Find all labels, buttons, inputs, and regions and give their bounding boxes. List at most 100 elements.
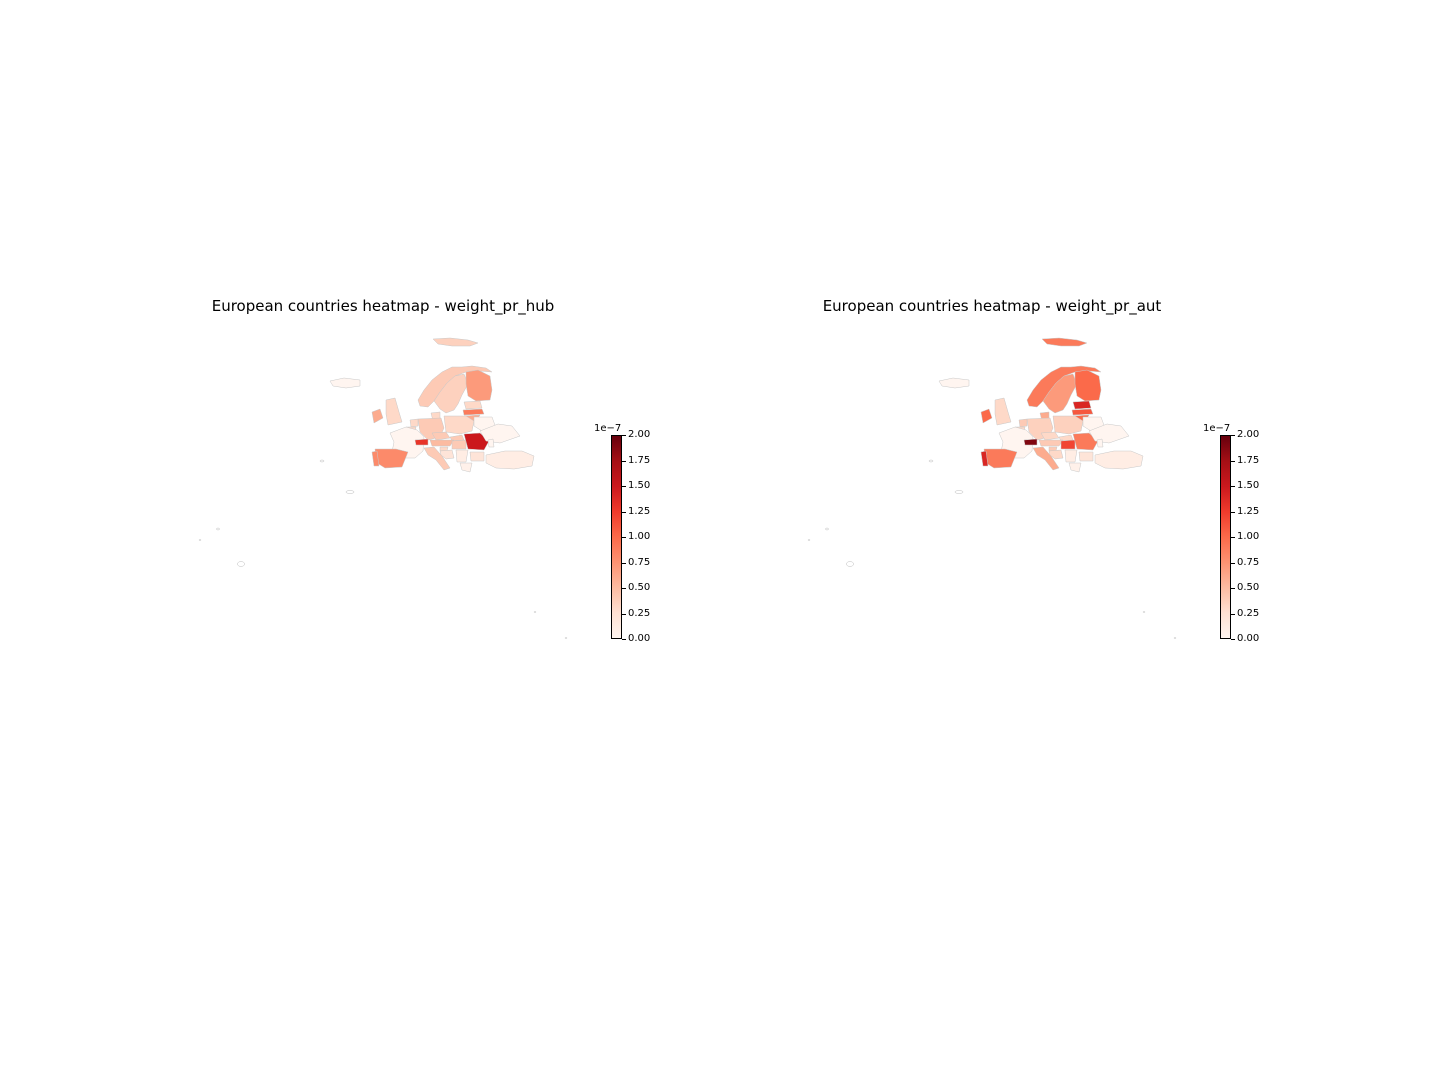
colorbar-tick-label: 0.25 [1237, 608, 1260, 619]
country-czechia [1040, 431, 1060, 441]
colorbar-tickmark [1231, 435, 1235, 436]
country-sweden [1042, 373, 1078, 414]
country-romania [1072, 432, 1099, 451]
colorbar-exponent: 1e−7 [594, 423, 622, 434]
country-switzerland [414, 438, 429, 446]
country-latvia [1071, 408, 1094, 416]
colorbar-tickmark [1231, 639, 1235, 640]
colorbar-tick-label: 0.25 [628, 608, 651, 619]
island-outline [1173, 637, 1177, 639]
colorbar-tick-label: 1.00 [628, 531, 651, 542]
colorbar-tickmark [622, 435, 626, 436]
island-outline [345, 490, 355, 494]
country-spain [374, 448, 409, 469]
country-switzerland [1023, 438, 1038, 446]
country-greece [1068, 462, 1082, 473]
colorbar-tick-label: 1.50 [628, 480, 651, 491]
colorbar [611, 435, 622, 639]
colorbar-tick-label: 2.00 [628, 429, 651, 440]
colorbar-tickmark [1231, 486, 1235, 487]
colorbar-tickmark [622, 486, 626, 487]
colorbar-tick-label: 1.00 [1237, 531, 1260, 542]
colorbar-tickmark [622, 461, 626, 462]
country-finland [465, 369, 493, 402]
colorbar-tickmark [1231, 614, 1235, 615]
country-italy [423, 446, 451, 471]
country-sweden [433, 373, 469, 414]
colorbar-tick-label: 1.25 [628, 506, 651, 517]
country-czechia [431, 431, 451, 441]
country-norway [1026, 365, 1102, 408]
country-latvia [462, 408, 485, 416]
island-outline [216, 527, 220, 531]
island-outline [825, 527, 829, 531]
colorbar-tickmark [622, 563, 626, 564]
country-italy [1032, 446, 1060, 471]
country-poland [1052, 415, 1084, 435]
island-outline [846, 561, 854, 567]
colorbar-tick-label: 1.50 [1237, 480, 1260, 491]
country-united-kingdom [994, 397, 1012, 426]
map-panel-hub: European countries heatmap - weight_pr_h… [198, 297, 651, 644]
island-outline [319, 459, 325, 463]
colorbar-tick-label: 0.50 [1237, 582, 1260, 593]
colorbar-tick-label: 0.00 [1237, 633, 1260, 644]
island-outline [564, 637, 568, 639]
island-outline [954, 490, 964, 494]
colorbar-tickmark [1231, 563, 1235, 564]
colorbar-tick-label: 1.75 [628, 455, 651, 466]
country-iceland [938, 377, 970, 389]
country-portugal [980, 450, 989, 467]
colorbar-tickmark [1231, 588, 1235, 589]
island-outline [1142, 611, 1146, 613]
island-outline [198, 539, 202, 541]
map-title: European countries heatmap - weight_pr_h… [211, 297, 555, 315]
country-romania [463, 432, 490, 451]
country-ireland [371, 408, 384, 424]
colorbar-tickmark [622, 639, 626, 640]
country-estonia [1072, 400, 1092, 410]
colorbar-tick-label: 0.75 [628, 557, 651, 568]
colorbar-tickmark [622, 512, 626, 513]
country-greece [459, 462, 473, 473]
colorbar-tickmark [622, 537, 626, 538]
colorbar-tickmark [622, 614, 626, 615]
country-hungary [451, 439, 467, 450]
country-ireland [980, 408, 993, 424]
country-hungary [1060, 439, 1076, 450]
map-panel-aut: European countries heatmap - weight_pr_a… [609, 0, 1329, 1080]
colorbar-tickmark [1231, 461, 1235, 462]
country-serbia [1064, 449, 1078, 463]
country-estonia [463, 400, 483, 410]
island-outline [928, 459, 934, 463]
country-poland [443, 415, 475, 435]
colorbar-tick-label: 1.75 [1237, 455, 1260, 466]
colorbar-tick-label: 0.00 [628, 633, 651, 644]
colorbar-tickmark [1231, 537, 1235, 538]
country-bulgaria [1078, 451, 1094, 462]
colorbar [1220, 435, 1231, 639]
country-spain [983, 448, 1018, 469]
colorbar-tickmark [1231, 512, 1235, 513]
country-ukraine [1088, 423, 1130, 444]
country-serbia [455, 449, 469, 463]
country-svalbard [432, 337, 479, 347]
country-austria [1038, 439, 1064, 447]
country-portugal [371, 450, 380, 467]
europe-choropleth-map [198, 337, 568, 639]
colorbar-tick-label: 0.75 [1237, 557, 1260, 568]
country-moldova [487, 438, 495, 448]
country-moldova [1096, 438, 1104, 448]
country-finland [1074, 369, 1102, 402]
island-outline [533, 611, 537, 613]
colorbar-tickmark [622, 588, 626, 589]
map-title: European countries heatmap - weight_pr_a… [822, 297, 1162, 315]
country-svalbard [1041, 337, 1088, 347]
country-austria [429, 439, 455, 447]
country-ukraine [479, 423, 521, 444]
europe-choropleth-map [807, 337, 1177, 639]
country-turkey [1094, 450, 1144, 470]
colorbar-tick-label: 2.00 [1237, 429, 1260, 440]
country-netherlands [409, 418, 419, 428]
island-outline [237, 561, 245, 567]
